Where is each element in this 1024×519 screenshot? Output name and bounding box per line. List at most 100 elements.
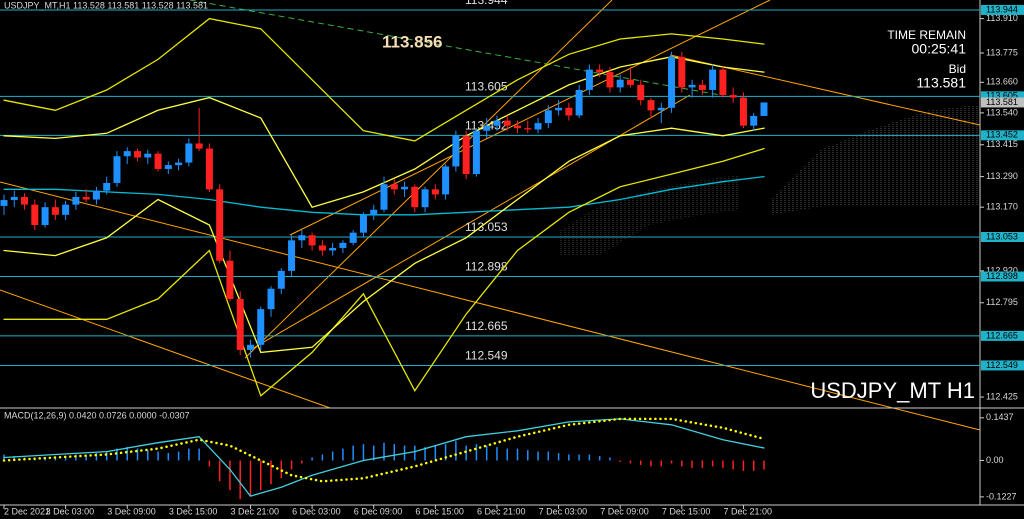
x-tick-label: 3 Dec 03:00 — [46, 506, 95, 516]
level-tag — [981, 91, 1024, 102]
overlay-line — [3, 56, 765, 208]
y-tick-label: 113.415 — [986, 139, 1018, 149]
candle-body — [370, 209, 378, 215]
candle-body — [442, 166, 450, 195]
x-tick-label: 3 Dec 21:00 — [230, 506, 279, 516]
candle-body — [750, 115, 758, 126]
time-remain-label: TIME REMAIN — [887, 28, 966, 42]
candle-body — [308, 235, 316, 246]
bid-price: 113.581 — [916, 75, 966, 91]
level-tag — [981, 360, 1024, 371]
x-tick-label: 7 Dec 09:00 — [600, 506, 649, 516]
macd-line — [3, 418, 765, 497]
y-tick-label: 113.170 — [986, 202, 1018, 212]
candle-body — [411, 186, 419, 208]
candle-body — [472, 130, 480, 175]
bid-tag-label: 113.581 — [986, 97, 1018, 107]
y-tick-label: 113.910 — [986, 13, 1018, 23]
candle-body — [329, 247, 337, 251]
candle-body — [349, 232, 357, 243]
candle-body — [626, 79, 634, 85]
candle-body — [185, 143, 193, 163]
y-tick-label: 0.1437 — [986, 412, 1014, 422]
candle-body — [657, 107, 665, 111]
candle-body — [668, 56, 676, 108]
x-tick-label: 6 Dec 03:00 — [292, 506, 341, 516]
candle-body — [462, 135, 470, 175]
level-tag-label: 113.605 — [986, 91, 1018, 101]
y-tick-label: -0.1227 — [986, 491, 1017, 501]
bid-tag — [981, 97, 1024, 108]
x-tick-label: 7 Dec 15:00 — [662, 506, 711, 516]
candle-body — [698, 84, 706, 90]
candle-body — [339, 242, 347, 248]
candle-body — [596, 69, 604, 73]
candle-body — [719, 69, 727, 96]
level-tag-label: 112.898 — [986, 271, 1018, 281]
candle-body — [493, 120, 501, 126]
candle-body — [421, 189, 429, 208]
level-tag — [981, 271, 1024, 282]
y-tick-label: 113.660 — [986, 77, 1018, 87]
marked-level: 113.856 — [382, 32, 443, 51]
candle-body — [452, 135, 460, 167]
level-label: 112.898 — [465, 260, 508, 274]
candle-body — [51, 207, 59, 215]
level-tag-label: 112.549 — [986, 360, 1018, 370]
x-tick-label: 7 Dec 03:00 — [539, 506, 588, 516]
level-tag — [981, 130, 1024, 141]
x-tick-label: 6 Dec 09:00 — [354, 506, 403, 516]
candle-body — [72, 196, 80, 205]
candle-body — [390, 184, 398, 190]
x-tick-label: 3 Dec 09:00 — [107, 506, 156, 516]
candle-body — [318, 245, 326, 251]
level-tag-label: 113.053 — [986, 231, 1018, 241]
candle-body — [678, 56, 686, 88]
level-tag-label: 112.665 — [986, 330, 1018, 340]
candle-body — [431, 189, 439, 195]
candle-body — [216, 189, 224, 261]
overlay-line — [3, 127, 765, 354]
macd-title: MACD(12,26,9) 0.0420 0.0726 0.0000 -0.03… — [4, 410, 190, 420]
level-tag — [981, 232, 1024, 243]
x-tick-label: 2 Dec 2021 — [4, 506, 50, 516]
y-tick-label: 113.290 — [986, 171, 1018, 181]
candle-body — [62, 204, 70, 215]
candle-body — [226, 260, 234, 299]
level-tag-label: 113.944 — [986, 4, 1018, 14]
candle-body — [760, 102, 768, 116]
level-label: 112.665 — [465, 319, 508, 333]
x-tick-label: 3 Dec 15:00 — [169, 506, 218, 516]
y-tick-label: 0.00 — [986, 455, 1004, 465]
candle-body — [380, 184, 388, 210]
candle-body — [31, 204, 39, 226]
candle-body — [246, 344, 254, 350]
candle-body — [555, 107, 563, 111]
level-tag — [981, 330, 1024, 341]
candle-body — [123, 151, 131, 157]
candle-body — [534, 123, 542, 130]
candle-body — [544, 110, 552, 124]
y-tick-label: 112.920 — [986, 265, 1018, 275]
candle-body — [565, 107, 573, 116]
bid-label: Bid — [949, 62, 966, 76]
candle-body — [257, 309, 265, 345]
y-tick-label: 113.540 — [986, 107, 1018, 117]
y-tick-label: 112.795 — [986, 297, 1018, 307]
candle-body — [267, 288, 275, 310]
candle-body — [205, 148, 213, 190]
candle-body — [164, 165, 172, 169]
x-tick-label: 6 Dec 15:00 — [415, 506, 464, 516]
candle-body — [288, 240, 296, 271]
candle-body — [637, 84, 645, 101]
cloud — [770, 105, 978, 215]
candle-body — [113, 156, 121, 183]
candle-body — [82, 196, 90, 200]
candle-body — [688, 84, 696, 88]
candle-body — [709, 69, 717, 90]
y-tick-label: 112.425 — [986, 391, 1018, 401]
cloud — [560, 175, 740, 255]
candle-body — [236, 298, 244, 350]
